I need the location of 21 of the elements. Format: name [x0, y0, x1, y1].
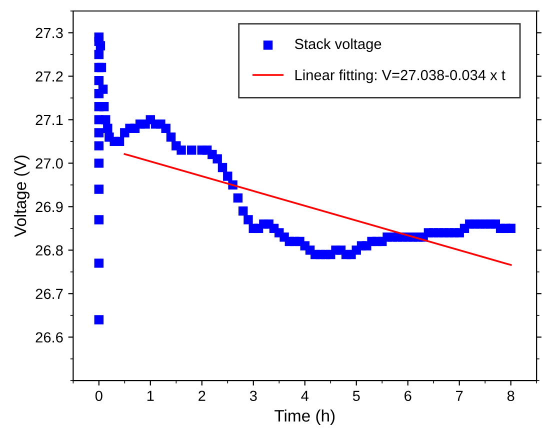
y-tick-label: 26.6: [36, 332, 63, 343]
x-tick-label: 4: [301, 390, 309, 401]
legend-label: Stack voltage: [294, 38, 382, 52]
y-tick-label: 26.8: [36, 245, 63, 256]
y-axis-title: Voltage (V): [14, 156, 30, 237]
x-tick-label: 6: [404, 390, 412, 402]
y-tick-label: 26.9: [36, 202, 63, 212]
x-tick-label: 1: [147, 390, 154, 401]
x-tick-label: 0: [95, 390, 102, 402]
legend-label: Linear fitting: V=27.038-0.034 x t: [295, 70, 506, 84]
y-tick-label: 26.7: [36, 288, 63, 300]
y-tick-label: 27.2: [36, 71, 63, 82]
y-tick-label: 27.0: [36, 158, 63, 169]
x-tick-label: 2: [198, 390, 206, 401]
y-tick-label: 27.1: [36, 114, 63, 125]
x-tick-label: 8: [507, 390, 514, 402]
x-tick-label: 7: [456, 390, 463, 401]
x-tick-label: 3: [250, 390, 257, 402]
x-tick-label: 5: [352, 390, 360, 402]
y-tick-label: 27.3: [36, 28, 63, 38]
x-axis-title: Time (h): [274, 409, 335, 425]
